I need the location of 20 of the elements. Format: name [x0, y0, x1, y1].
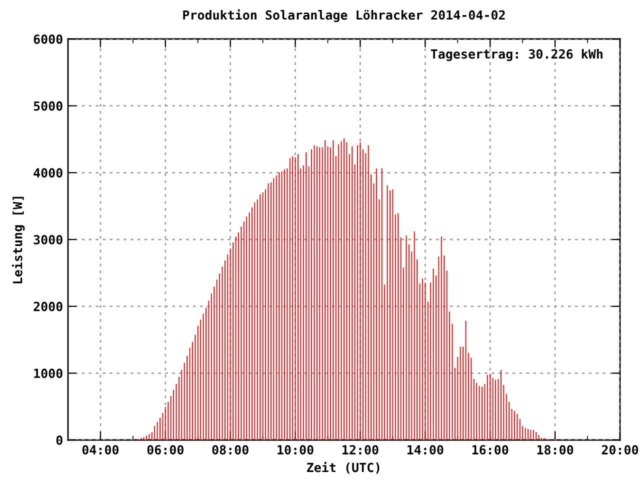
- y-tick-label: 3000: [34, 234, 62, 244]
- x-tick-label: 04:00: [82, 445, 119, 455]
- x-tick-label: 08:00: [212, 445, 248, 455]
- y-tick-label: 0: [56, 435, 62, 445]
- x-tick-label: 18:00: [537, 445, 574, 455]
- x-tick-label: 06:00: [147, 445, 184, 455]
- chart-title: Produktion Solaranlage Löhracker 2014-04-02: [183, 9, 505, 22]
- y-tick-label: 1000: [34, 368, 62, 378]
- annotation: Tagesertrag: 30.226 kWh: [430, 49, 602, 62]
- y-tick-label: 6000: [34, 34, 62, 44]
- x-tick-label: 20:00: [602, 445, 638, 455]
- y-tick-label: 2000: [34, 302, 62, 312]
- y-tick-label: 5000: [34, 101, 62, 111]
- x-axis-title: Zeit (UTC): [307, 462, 380, 474]
- x-tick-label: 16:00: [472, 445, 508, 455]
- x-tick-label: 12:00: [342, 445, 378, 455]
- x-tick-label: 10:00: [278, 445, 314, 455]
- x-tick-label: 14:00: [408, 445, 444, 455]
- y-tick-label: 4000: [34, 168, 62, 178]
- y-axis-title: Leistung [W]: [12, 196, 25, 284]
